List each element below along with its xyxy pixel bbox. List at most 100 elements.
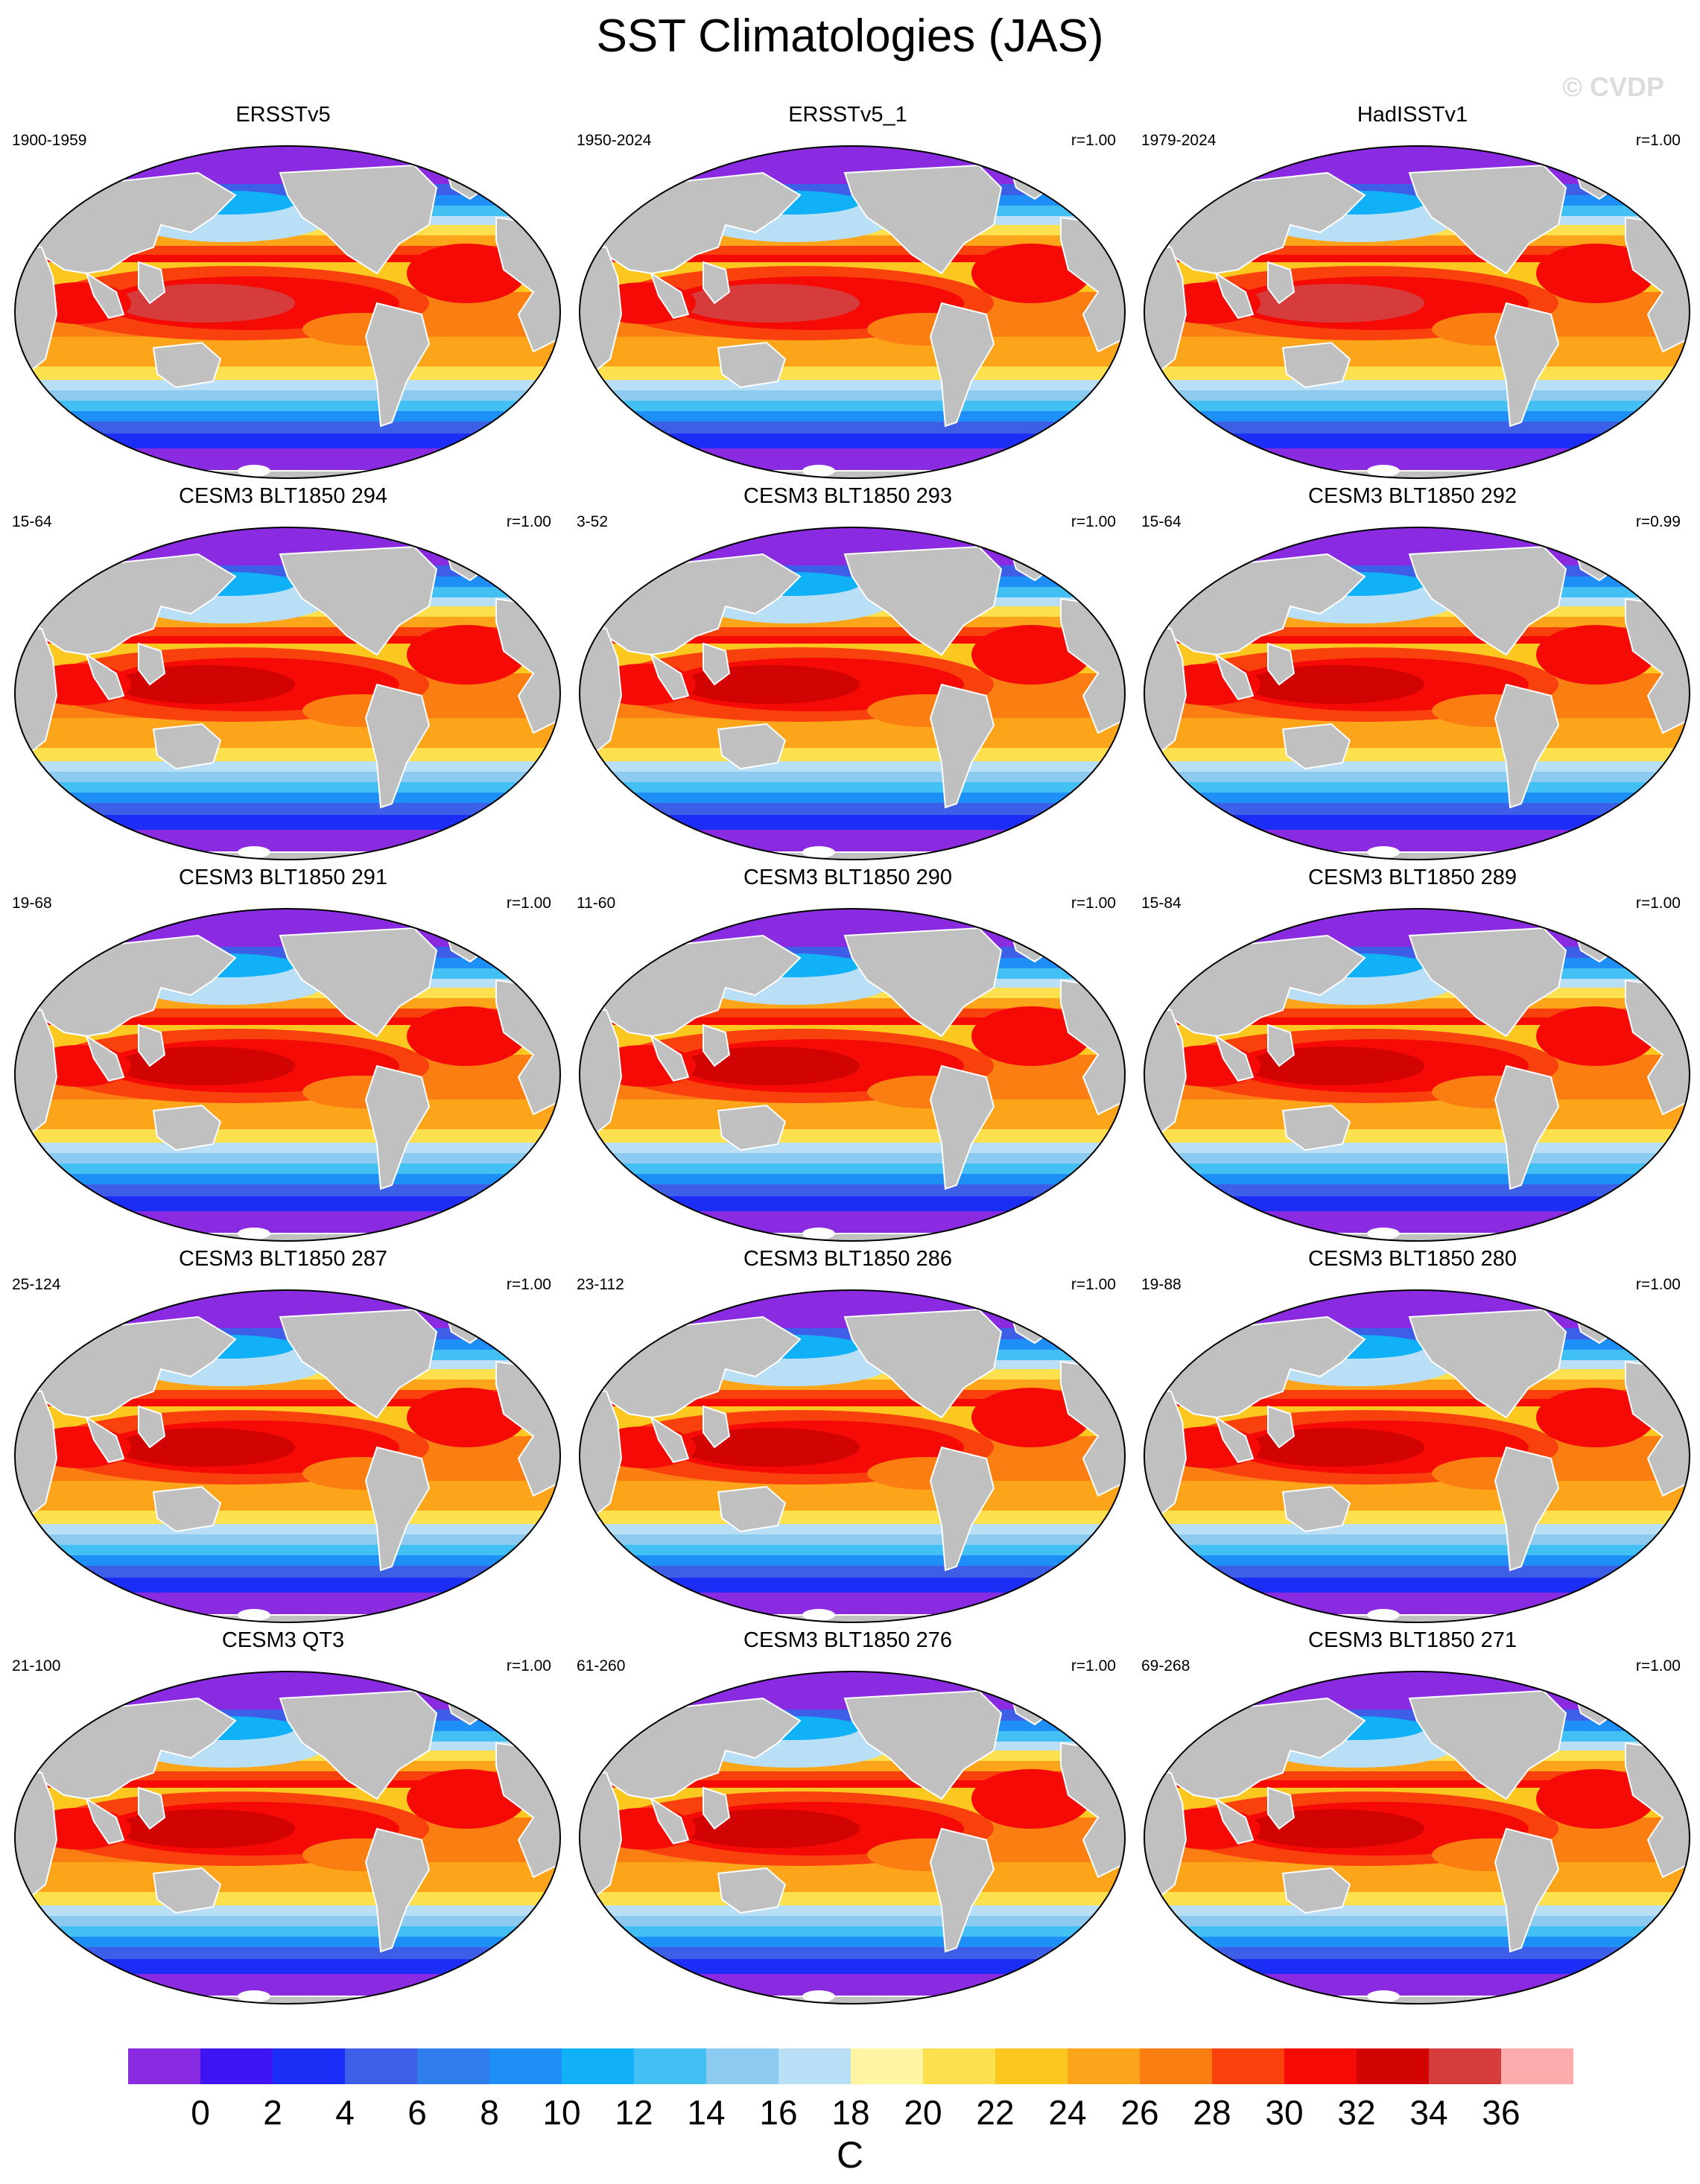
colorbar-swatch [634, 2048, 706, 2084]
sst-map [14, 145, 561, 479]
panel-title: CESM3 BLT1850 287 [179, 1247, 387, 1271]
colorbar-swatch [1212, 2048, 1284, 2084]
panel-year-range: 15-64 [12, 513, 52, 530]
colorbar-tick-label: 4 [335, 2093, 355, 2132]
colorbar-tick-label: 26 [1120, 2093, 1158, 2132]
panel-year-range: 11-60 [577, 895, 616, 912]
colorbar-swatch [851, 2048, 923, 2084]
colorbar-swatch [345, 2048, 417, 2084]
map-panel: CESM3 BLT1850 294 15-64 r=1.00 [0, 486, 566, 867]
map-panel: CESM3 QT3 21-100 r=1.00 [0, 1630, 566, 2011]
colorbar-swatch [489, 2048, 562, 2084]
panel-correlation: r=1.00 [1071, 1276, 1116, 1293]
panel-year-range: 21-100 [12, 1657, 61, 1674]
sst-map [14, 527, 561, 860]
panel-correlation: r=1.00 [1071, 895, 1116, 912]
sst-map [14, 908, 561, 1242]
panel-title: CESM3 BLT1850 290 [743, 866, 952, 889]
sst-map [1144, 145, 1690, 479]
panel-year-range: 61-260 [577, 1657, 626, 1674]
colorbar-swatch [1068, 2048, 1140, 2084]
colorbar-tick-label: 24 [1048, 2093, 1086, 2132]
panel-correlation: r=1.00 [506, 895, 551, 912]
panel-correlation: r=1.00 [1635, 1276, 1681, 1293]
map-panel: CESM3 BLT1850 291 19-68 r=1.00 [0, 867, 566, 1248]
panel-correlation: r=1.00 [1071, 132, 1116, 149]
colorbar-tick-label: 2 [263, 2093, 282, 2132]
panel-correlation: r=1.00 [1635, 132, 1681, 149]
colorbar-swatch [562, 2048, 634, 2084]
colorbar-tick-label: 36 [1482, 2093, 1520, 2132]
panel-title: CESM3 BLT1850 286 [743, 1247, 952, 1271]
colorbar-swatch [273, 2048, 345, 2084]
colorbar-tick-label: 6 [407, 2093, 427, 2132]
sst-map [579, 1671, 1126, 2004]
map-panel: CESM3 BLT1850 290 11-60 r=1.00 [565, 867, 1131, 1248]
map-panel: CESM3 BLT1850 280 19-88 r=1.00 [1129, 1248, 1696, 1630]
panel-correlation: r=1.00 [1071, 513, 1116, 530]
sst-map [579, 1289, 1126, 1623]
panel-title: CESM3 BLT1850 276 [743, 1628, 952, 1652]
colorbar-tick-label: 34 [1409, 2093, 1447, 2132]
colorbar-swatch [1429, 2048, 1501, 2084]
map-panel: CESM3 BLT1850 286 23-112 r=1.00 [565, 1248, 1131, 1630]
colorbar-tick-label: 16 [759, 2093, 797, 2132]
panel-year-range: 23-112 [577, 1276, 624, 1293]
panel-year-range: 1950-2024 [577, 132, 652, 149]
sst-map [14, 1289, 561, 1623]
panel-title: CESM3 BLT1850 271 [1308, 1628, 1517, 1652]
panel-correlation: r=1.00 [506, 1657, 551, 1674]
colorbar-tick-label: 20 [904, 2093, 942, 2132]
watermark: © CVDP [1562, 72, 1664, 102]
panel-correlation: r=1.00 [506, 513, 551, 530]
colorbar-swatch [1357, 2048, 1429, 2084]
sst-map [1144, 1289, 1690, 1623]
panel-correlation: r=1.00 [506, 1276, 551, 1293]
colorbar-tick-label: 14 [687, 2093, 725, 2132]
colorbar-tick-label: 30 [1265, 2093, 1303, 2132]
colorbar-swatch [995, 2048, 1068, 2084]
panel-title: ERSSTv5 [235, 103, 331, 127]
panel-correlation: r=1.00 [1635, 1657, 1681, 1674]
figure-title: SST Climatologies (JAS) [596, 10, 1104, 62]
colorbar-tick-label: 8 [480, 2093, 499, 2132]
colorbar-tick-label: 22 [976, 2093, 1014, 2132]
sst-map [579, 527, 1126, 860]
sst-map [579, 908, 1126, 1242]
colorbar-swatch [417, 2048, 489, 2084]
panel-year-range: 3-52 [577, 513, 609, 530]
colorbar: 0 2 4 6 8 10 12 14 16 18 20 22 24 26 28 30 32 34 36C [128, 2048, 1573, 2176]
sst-map [14, 1671, 561, 2004]
panel-title: CESM3 BLT1850 292 [1308, 484, 1517, 508]
sst-map [1144, 1671, 1690, 2004]
panel-year-range: 1900-1959 [12, 132, 87, 149]
colorbar-swatch [200, 2048, 273, 2084]
panel-year-range: 19-68 [12, 895, 52, 912]
map-panel: CESM3 BLT1850 276 61-260 r=1.00 [565, 1630, 1131, 2011]
colorbar-swatch [1140, 2048, 1212, 2084]
colorbar-unit-label: C [837, 2134, 863, 2176]
panel-title: HadISSTv1 [1357, 103, 1468, 127]
colorbar-swatch [778, 2048, 851, 2084]
colorbar-tick-label: 32 [1337, 2093, 1375, 2132]
map-panel: CESM3 BLT1850 289 15-84 r=1.00 [1129, 867, 1696, 1248]
panel-title: ERSSTv5_1 [788, 103, 907, 127]
map-panel: CESM3 BLT1850 292 15-64 r=0.99 [1129, 486, 1696, 867]
panel-title: CESM3 BLT1850 289 [1308, 866, 1517, 889]
panel-year-range: 25-124 [12, 1276, 61, 1293]
colorbar-swatch [706, 2048, 778, 2084]
map-panel: ERSSTv5_1 1950-2024 r=1.00 [565, 104, 1131, 486]
colorbar-tick-label: 0 [191, 2093, 210, 2132]
sst-map [579, 145, 1126, 479]
panel-title: CESM3 BLT1850 293 [743, 484, 952, 508]
panel-year-range: 15-64 [1141, 513, 1182, 530]
panel-year-range: 19-88 [1141, 1276, 1182, 1293]
map-panel: CESM3 BLT1850 271 69-268 r=1.00 [1129, 1630, 1696, 2011]
map-panel: ERSSTv5 1900-1959 [0, 104, 566, 486]
panel-title: CESM3 BLT1850 291 [179, 866, 387, 889]
panel-title: CESM3 BLT1850 294 [179, 484, 387, 508]
colorbar-tick-label: 28 [1193, 2093, 1231, 2132]
colorbar-tick-label: 12 [615, 2093, 653, 2132]
colorbar-tick-label: 18 [831, 2093, 869, 2132]
panel-year-range: 15-84 [1141, 895, 1182, 912]
